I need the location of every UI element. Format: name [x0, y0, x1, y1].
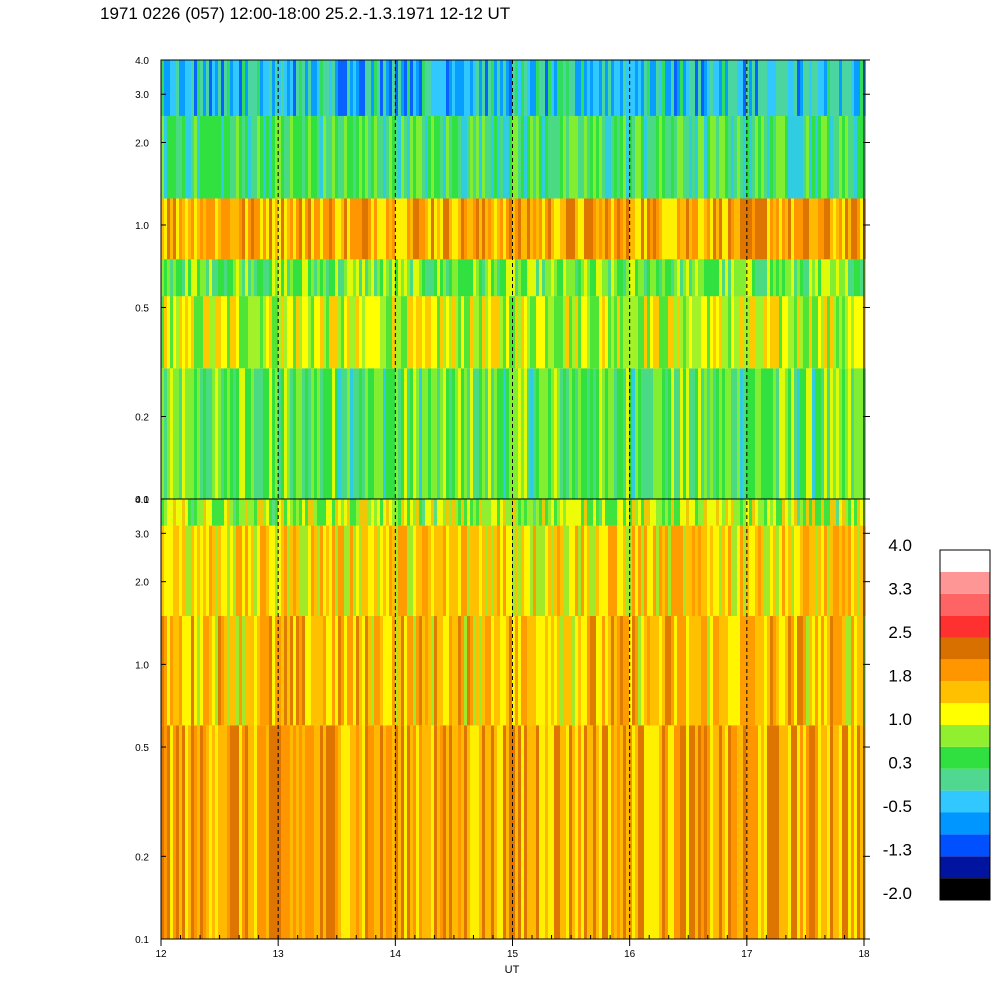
colorbar-swatch [940, 834, 990, 857]
heat-band [161, 115, 866, 199]
y-tick-label: 4.0 [135, 56, 149, 67]
heatmap-panel-bottom [161, 499, 866, 939]
colorbar-swatch [940, 725, 990, 747]
colorbar-swatch [940, 812, 990, 835]
heat-band [161, 725, 866, 939]
colorbar-swatch [940, 659, 990, 682]
axes: 0.10.20.51.02.03.04.00.10.20.51.02.03.04… [135, 56, 870, 960]
colorbar-swatch [940, 856, 990, 879]
colorbar-swatch [940, 593, 990, 616]
colorbar-tick-label: 3.3 [888, 580, 912, 599]
colorbar-tick-label: 1.8 [888, 667, 912, 686]
heat-band [161, 60, 866, 116]
x-tick-label: 17 [741, 949, 753, 960]
x-tick-label: 12 [155, 949, 167, 960]
heat-band [161, 615, 866, 726]
colorbar-frame [939, 549, 991, 901]
y-tick-label: 2.0 [135, 138, 149, 149]
colorbar-swatch [940, 571, 990, 594]
colorbar-swatch [940, 615, 990, 638]
y-tick-label: 4.0 [135, 495, 149, 506]
y-tick-label: 2.0 [135, 578, 149, 589]
y-tick-label: 0.2 [135, 852, 149, 863]
x-axis-label: UT [505, 964, 520, 976]
x-tick-label: 14 [390, 949, 402, 960]
heat-band [161, 259, 866, 297]
colorbar-tick-label: 2.5 [888, 623, 912, 642]
colorbar-swatch [940, 790, 990, 813]
y-tick-label: 1.0 [135, 660, 149, 671]
colorbar-tick-label: 1.0 [888, 710, 912, 729]
y-tick-label: 3.0 [135, 90, 149, 101]
colorbar-tick-label: -1.3 [883, 841, 912, 860]
heat-band [161, 525, 866, 616]
colorbar-swatch [940, 681, 990, 704]
y-tick-label: 0.5 [135, 743, 149, 754]
page-title: 1971 0226 (057) 12:00-18:00 25.2.-1.3.19… [100, 4, 511, 23]
colorbar-swatch [940, 746, 990, 769]
colorbar: 4.0 3.3 2.5 1.8 1.0 0.3 -0.5 -1.3 -2.0 [883, 536, 991, 903]
colorbar-tick-label: 0.3 [888, 754, 912, 773]
colorbar-swatch [940, 768, 990, 791]
y-tick-label: 0.1 [135, 935, 149, 946]
colorbar-swatch [940, 703, 990, 725]
x-tick-label: 13 [273, 949, 285, 960]
heat-band [161, 368, 866, 499]
y-tick-label: 3.0 [135, 529, 149, 540]
heat-band [161, 198, 866, 260]
colorbar-swatch [940, 878, 990, 900]
colorbar-tick-label: -0.5 [883, 797, 912, 816]
y-tick-label: 0.2 [135, 413, 149, 424]
heat-band [161, 499, 866, 526]
x-tick-label: 18 [858, 949, 870, 960]
y-tick-label: 0.1 [135, 495, 149, 506]
colorbar-tick-label: 4.0 [888, 536, 912, 555]
x-tick-label: 16 [624, 949, 636, 960]
heat-band [161, 296, 866, 369]
colorbar-swatch [940, 550, 990, 572]
heatmap-panel-top [161, 60, 866, 499]
y-tick-label: 0.5 [135, 303, 149, 314]
colorbar-swatch [940, 637, 990, 660]
colorbar-tick-label: -2.0 [883, 884, 912, 903]
y-tick-label: 1.0 [135, 221, 149, 232]
x-tick-label: 15 [507, 949, 519, 960]
